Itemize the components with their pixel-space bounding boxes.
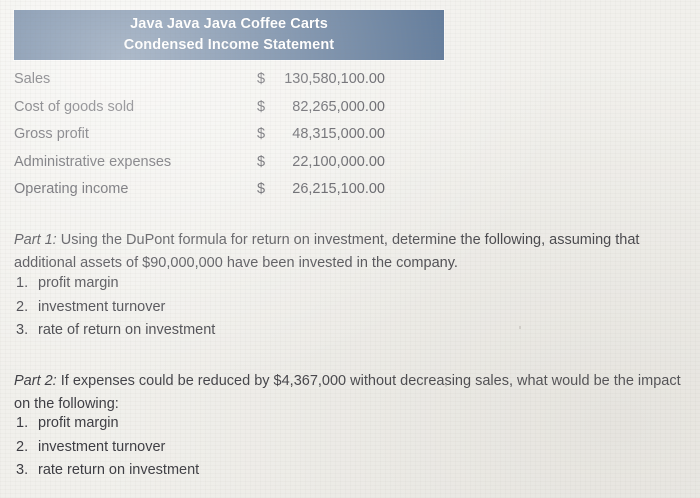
table-row: Cost of goods sold $ 82,265,000.00 <box>14 94 444 122</box>
list-item: 2. investment turnover <box>16 436 199 460</box>
row-label: Sales <box>14 71 51 87</box>
part-two-requirement-list: 1. profit margin 2. investment turnover … <box>16 412 199 483</box>
row-label: Cost of goods sold <box>14 98 135 115</box>
table-row: Administrative expenses $ 22,100,000.00 <box>14 149 444 177</box>
list-item: 1. profit margin <box>16 272 215 296</box>
list-item-number: 3. <box>16 322 29 338</box>
row-label: Administrative expenses <box>14 153 172 170</box>
list-item: 3. rate of return on investment <box>16 319 215 343</box>
table-row: Gross profit $ 48,315,000.00 <box>14 121 444 149</box>
part-two-prompt: If expenses could be reduced by $4,367,0… <box>14 372 681 412</box>
part-one-prompt: Using the DuPont formula for return on i… <box>14 231 640 271</box>
income-statement-table: Sales $ 130,580,100.00 Cost of goods sol… <box>14 66 444 204</box>
part-one-text: Part 1: Using the DuPont formula for ret… <box>14 229 682 275</box>
list-item: 3. rate return on investment <box>16 459 199 483</box>
list-item-number: 2. <box>16 438 29 455</box>
part-two-text: Part 2: If expenses could be reduced by … <box>14 370 682 416</box>
row-label: Gross profit <box>14 126 89 142</box>
part-one-requirement-list: 1. profit margin 2. investment turnover … <box>16 272 215 343</box>
row-amount: 22,100,000.00 <box>292 153 385 170</box>
list-item-label: profit margin <box>38 275 119 291</box>
list-item: 1. profit margin <box>16 412 199 436</box>
row-amount: 48,315,000.00 <box>292 126 385 142</box>
part-one-tag: Part 1: <box>14 231 57 248</box>
statement-title: Condensed Income Statement <box>123 37 335 53</box>
list-item-label: rate of return on investment <box>38 322 216 338</box>
list-item-label: investment turnover <box>38 298 166 315</box>
list-item-label: profit margin <box>38 415 119 431</box>
row-amount: 82,265,000.00 <box>292 98 385 115</box>
list-item-number: 2. <box>16 298 29 315</box>
list-item-label: rate return on investment <box>38 462 200 478</box>
row-amount: 130,580,100.00 <box>284 71 385 87</box>
statement-header-banner: Java Java Java Coffee Carts Condensed In… <box>14 10 444 60</box>
row-amount: 26,215,100.00 <box>292 181 385 197</box>
table-row: Sales $ 130,580,100.00 <box>14 66 444 94</box>
table-row: Operating income $ 26,215,100.00 <box>14 176 444 204</box>
company-name: Java Java Java Coffee Carts <box>130 16 328 32</box>
list-item-number: 1. <box>16 275 29 291</box>
row-label: Operating income <box>14 181 129 197</box>
part-two-tag: Part 2: <box>14 372 57 389</box>
list-item-number: 1. <box>16 415 29 431</box>
list-item-number: 3. <box>16 462 29 478</box>
list-item: 2. investment turnover <box>16 296 215 320</box>
list-item-label: investment turnover <box>38 438 166 455</box>
